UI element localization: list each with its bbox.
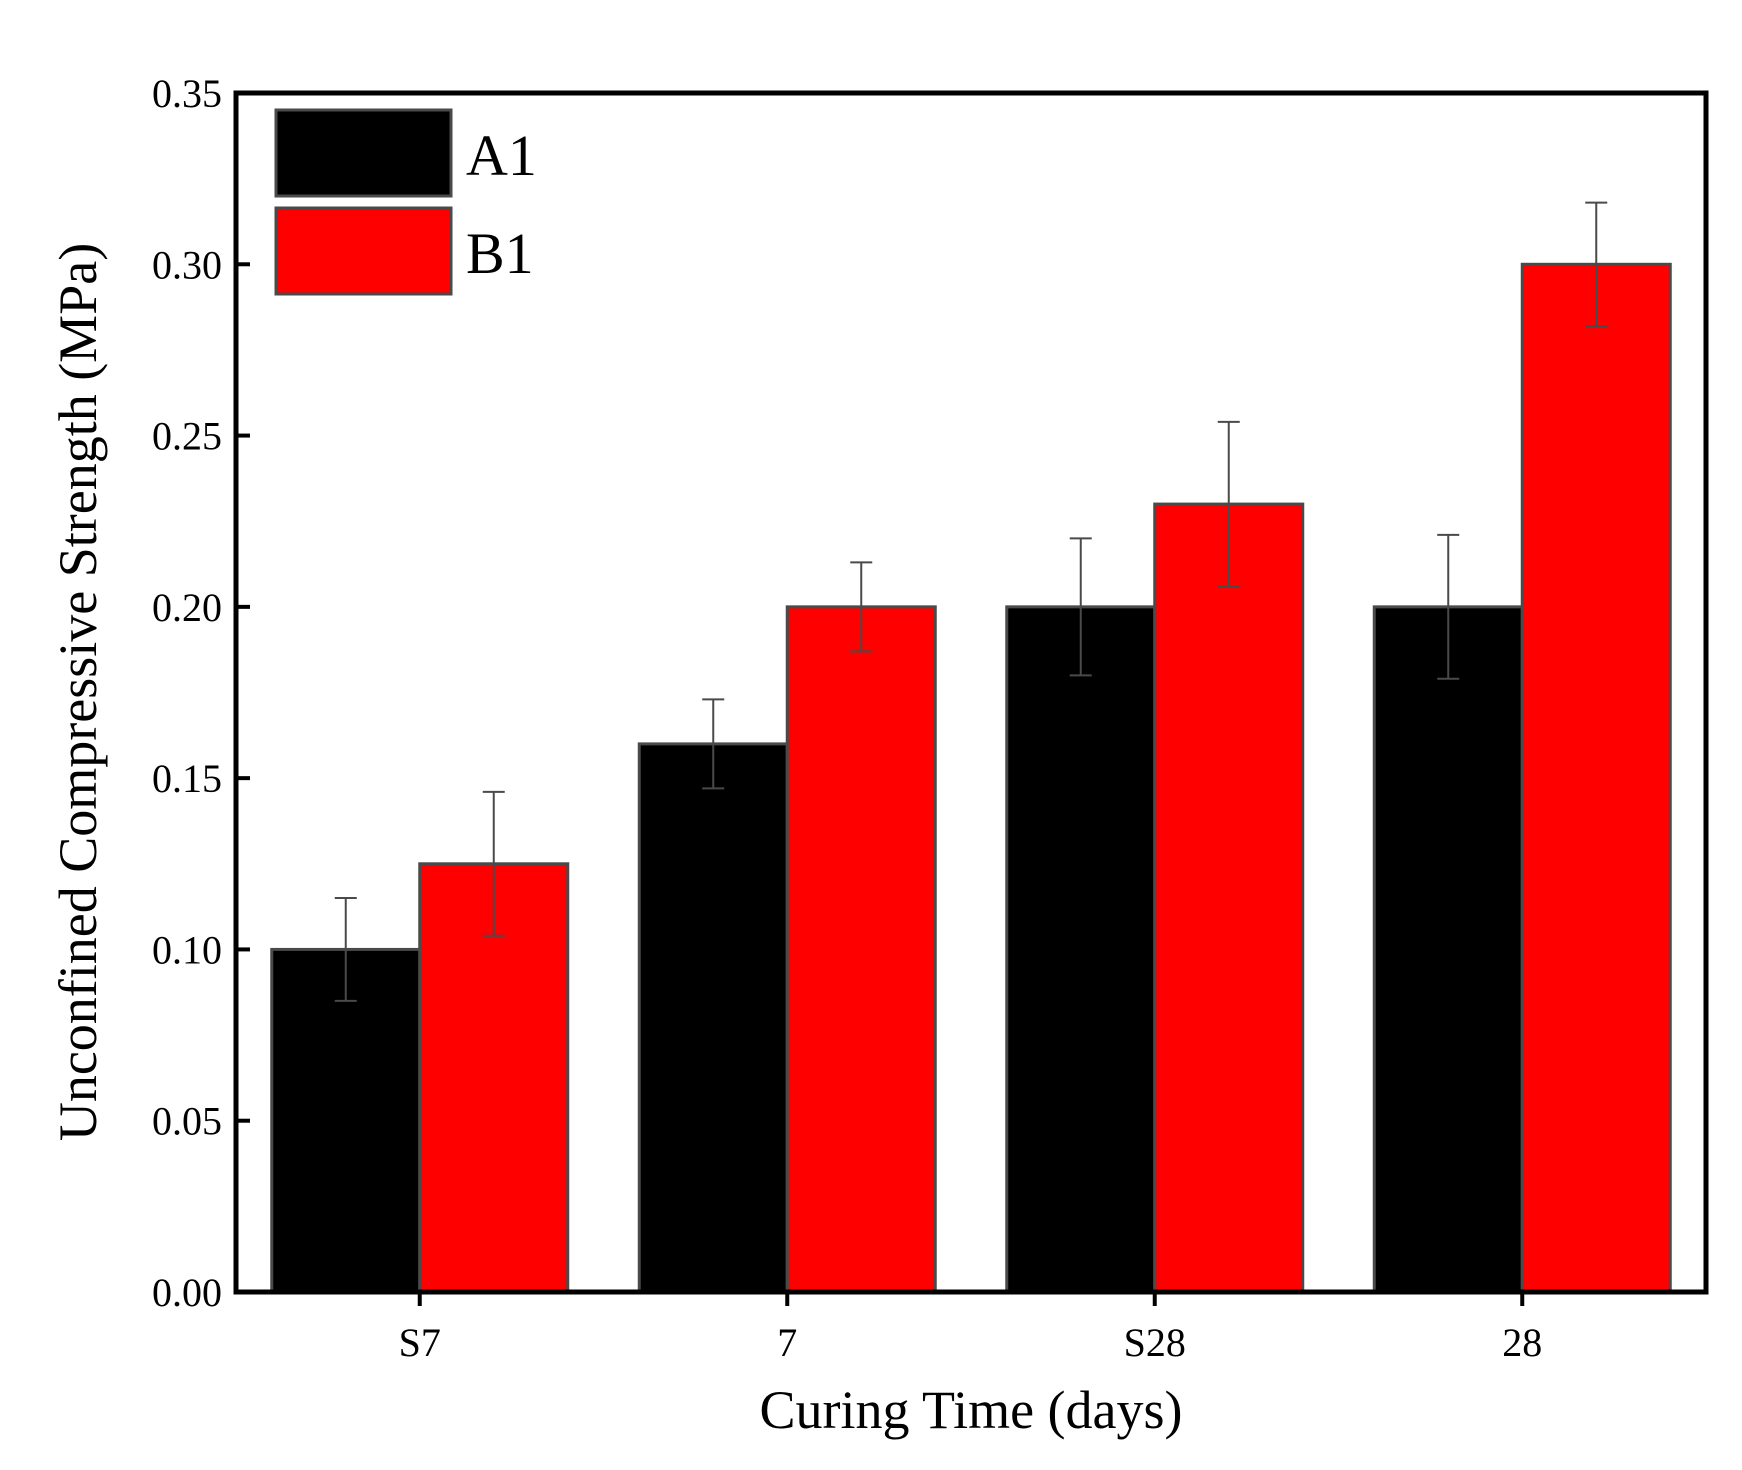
error-bar-b1-s28 — [1217, 420, 1240, 588]
x-axis: S7 7 S28 28 — [399, 1292, 1542, 1365]
bar-a1-s28 — [1005, 605, 1157, 1294]
y-tick-label: 0.35 — [152, 71, 222, 116]
error-bar-a1-s28 — [1069, 537, 1092, 677]
legend-label: B1 — [466, 221, 534, 286]
error-bar-b1-7 — [850, 561, 873, 653]
error-bar-b1-s7 — [482, 790, 505, 937]
y-axis: 0.00 0.05 0.10 0.15 0.20 0.25 0.30 0.35 — [152, 71, 250, 1315]
x-axis-title: Curing Time (days) — [759, 1380, 1182, 1440]
legend-item-a1: A1 — [274, 108, 537, 198]
error-bar-b1-28 — [1585, 201, 1608, 327]
y-tick-label: 0.30 — [152, 242, 222, 287]
legend-swatch — [274, 108, 453, 198]
error-bar-a1-s7 — [334, 897, 357, 1002]
bar-a1-7 — [637, 742, 789, 1294]
y-tick-label: 0.00 — [152, 1270, 222, 1315]
bars-layer — [270, 262, 1672, 1294]
x-tick-label: S28 — [1124, 1320, 1186, 1365]
bar-b1-7 — [785, 605, 937, 1294]
x-tick-label: 28 — [1502, 1320, 1542, 1365]
y-tick-label: 0.10 — [152, 927, 222, 972]
y-tick-label: 0.25 — [152, 414, 222, 459]
y-tick-label: 0.05 — [152, 1099, 222, 1144]
legend-label: A1 — [466, 123, 537, 188]
y-tick-label: 0.15 — [152, 756, 222, 801]
x-tick-label: S7 — [399, 1320, 441, 1365]
y-tick-label: 0.20 — [152, 585, 222, 630]
error-bar-a1-28 — [1437, 533, 1460, 680]
error-bar-a1-7 — [702, 698, 725, 790]
error-bars-layer — [334, 201, 1608, 1002]
bar-a1-s7 — [270, 947, 422, 1294]
legend-item-b1: B1 — [274, 206, 534, 296]
legend-swatch — [274, 206, 453, 296]
y-axis-title: Unconfined Compressive Strength (MPa) — [48, 243, 108, 1141]
bar-b1-28 — [1520, 262, 1672, 1294]
plot-frame — [233, 90, 1709, 1295]
x-tick-label: 7 — [777, 1320, 797, 1365]
bar-a1-28 — [1372, 605, 1524, 1294]
legend: A1 B1 — [274, 108, 537, 296]
bar-b1-s28 — [1153, 502, 1305, 1294]
